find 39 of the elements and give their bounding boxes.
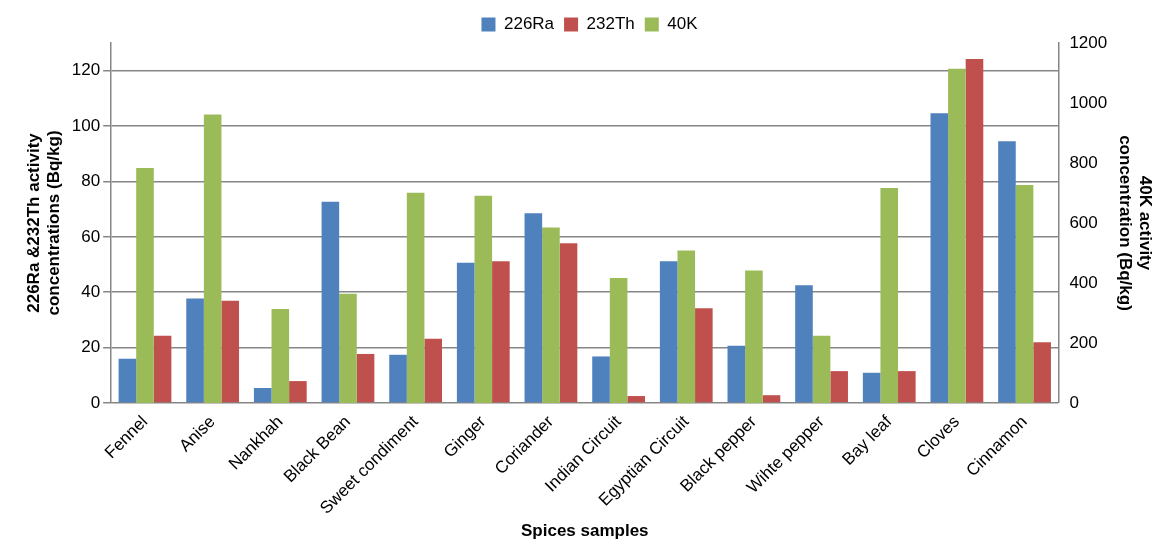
y-tick-label: 120 xyxy=(71,60,101,80)
y-tick-label: 100 xyxy=(71,115,101,135)
y-tick-label: 60 xyxy=(81,226,101,246)
bar xyxy=(406,192,425,403)
bar xyxy=(253,388,272,403)
y-tick-label: 0 xyxy=(90,392,101,412)
bar xyxy=(289,381,307,403)
bar xyxy=(118,358,137,403)
y-tick-label: 40 xyxy=(81,281,101,301)
y2-tick-label: 800 xyxy=(1069,152,1098,172)
bar xyxy=(271,309,290,403)
bar xyxy=(609,277,628,403)
bar xyxy=(136,168,154,403)
legend-label: 226Ra xyxy=(503,14,555,34)
y-tick-label: 80 xyxy=(81,171,101,191)
y2-tick-label: 400 xyxy=(1069,272,1098,292)
legend-label: 40K xyxy=(667,14,699,34)
bar xyxy=(153,335,172,403)
bar xyxy=(424,338,443,403)
bar xyxy=(862,372,881,403)
y2-tick-label: 600 xyxy=(1069,212,1098,232)
bar xyxy=(627,396,645,403)
bar xyxy=(762,395,781,403)
x-tick-label: Bay leaf xyxy=(838,411,896,469)
y2-tick-label: 200 xyxy=(1069,332,1098,352)
bar xyxy=(1033,342,1051,403)
bar xyxy=(203,114,222,403)
y-tick-label: 20 xyxy=(81,337,101,357)
bar xyxy=(745,270,763,403)
bar xyxy=(880,187,899,403)
y2-tick-label: 1200 xyxy=(1069,32,1108,52)
y2-tick-label: 1000 xyxy=(1069,92,1108,112)
x-axis-title: Spices samples xyxy=(520,521,649,541)
y2-axis-title: 40K activity concentration (Bq/kg) xyxy=(1115,135,1156,311)
bar xyxy=(389,354,407,403)
bar xyxy=(898,371,916,403)
y2-tick-label: 0 xyxy=(1069,392,1079,412)
legend-label: 232Th xyxy=(586,14,635,34)
y-axis-title: 226Ra &232Th activity concentrations (Bq/kg) xyxy=(23,130,64,316)
